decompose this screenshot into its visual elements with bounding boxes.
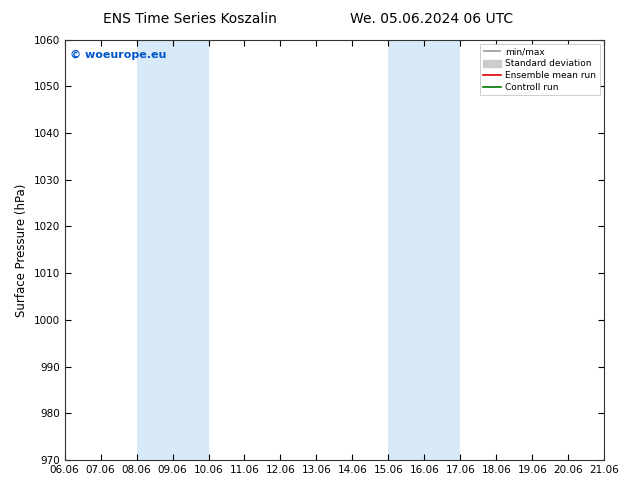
Bar [136,40,209,460]
Text: We. 05.06.2024 06 UTC: We. 05.06.2024 06 UTC [349,12,513,26]
Bar [389,40,460,460]
Y-axis label: Surface Pressure (hPa): Surface Pressure (hPa) [15,183,28,317]
Text: © woeurope.eu: © woeurope.eu [70,50,167,60]
Legend: min/max, Standard deviation, Ensemble mean run, Controll run: min/max, Standard deviation, Ensemble me… [480,44,600,96]
Text: ENS Time Series Koszalin: ENS Time Series Koszalin [103,12,277,26]
